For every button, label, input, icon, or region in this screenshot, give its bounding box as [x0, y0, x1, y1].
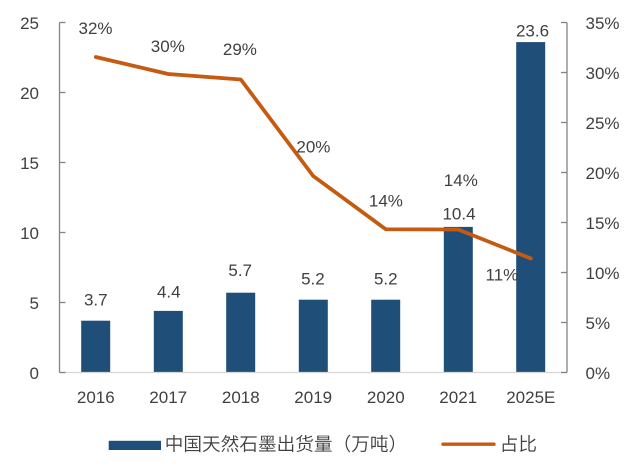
svg-text:25: 25	[20, 14, 39, 33]
svg-text:15: 15	[20, 154, 39, 173]
svg-text:5: 5	[30, 294, 39, 313]
svg-text:2025E: 2025E	[506, 388, 555, 407]
svg-text:2016: 2016	[77, 388, 115, 407]
svg-text:20%: 20%	[586, 164, 620, 183]
svg-text:5.2: 5.2	[301, 270, 325, 289]
svg-text:29%: 29%	[223, 40, 257, 59]
svg-text:10%: 10%	[586, 264, 620, 283]
svg-text:14%: 14%	[369, 192, 403, 211]
svg-text:30%: 30%	[586, 64, 620, 83]
svg-text:0%: 0%	[586, 364, 611, 383]
svg-text:30%: 30%	[151, 37, 185, 56]
svg-text:2017: 2017	[149, 388, 187, 407]
svg-text:10: 10	[20, 224, 39, 243]
svg-text:20%: 20%	[296, 138, 330, 157]
svg-text:2018: 2018	[222, 388, 260, 407]
svg-text:11%: 11%	[486, 265, 519, 284]
svg-text:25%: 25%	[586, 114, 620, 133]
svg-text:23.6: 23.6	[516, 22, 549, 41]
svg-text:32%: 32%	[78, 19, 112, 38]
svg-text:4.4: 4.4	[157, 282, 181, 301]
svg-text:2019: 2019	[294, 388, 332, 407]
svg-text:5%: 5%	[586, 314, 611, 333]
svg-text:5.7: 5.7	[228, 261, 252, 280]
svg-text:15%: 15%	[586, 214, 620, 233]
svg-text:3.7: 3.7	[84, 291, 108, 310]
svg-text:2021: 2021	[439, 388, 477, 407]
svg-text:0: 0	[30, 364, 39, 383]
svg-text:5.2: 5.2	[374, 270, 398, 289]
svg-text:14%: 14%	[444, 171, 478, 190]
svg-text:2020: 2020	[367, 388, 405, 407]
svg-text:35%: 35%	[586, 14, 620, 33]
svg-text:10.4: 10.4	[442, 205, 475, 224]
svg-text:20: 20	[20, 84, 39, 103]
